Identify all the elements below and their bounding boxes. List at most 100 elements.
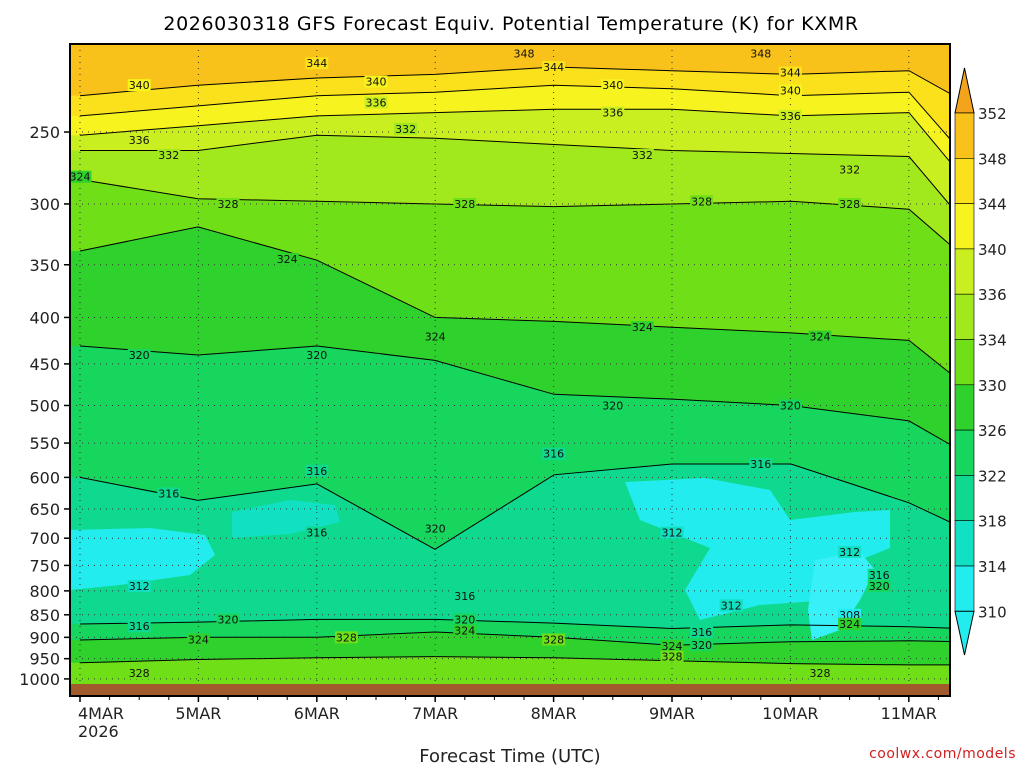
contour-label: 340 xyxy=(366,76,387,89)
contour-label-bg xyxy=(127,620,151,633)
chart-title: 2026030318 GFS Forecast Equiv. Potential… xyxy=(163,13,858,35)
colorbar-label: 352 xyxy=(978,105,1007,123)
y-tick-label: 900 xyxy=(29,628,60,647)
contour-label: 324 xyxy=(810,331,831,344)
contour-label: 340 xyxy=(602,79,623,92)
contour-label: 320 xyxy=(602,399,623,412)
contour-label: 320 xyxy=(129,349,150,362)
y-tick-label: 650 xyxy=(29,500,60,519)
x-tick-label: 4MAR xyxy=(78,704,124,723)
contour-label: 328 xyxy=(810,667,831,680)
contour-label-bg xyxy=(186,633,210,646)
contour-label-bg xyxy=(305,464,329,477)
cold-core-east xyxy=(808,552,875,640)
y-tick-label: 850 xyxy=(29,606,60,625)
contour-label-bg xyxy=(542,633,566,646)
contour-label: 324 xyxy=(277,253,298,266)
colorbar-swatch xyxy=(954,248,975,295)
x-tick-label: 9MAR xyxy=(649,704,695,723)
contour-label: 312 xyxy=(839,546,860,559)
contour-label-bg xyxy=(838,546,862,559)
x-tick-label: 8MAR xyxy=(531,704,577,723)
contour-label-bg xyxy=(778,84,802,97)
contour-label-bg xyxy=(157,487,181,500)
y-tick-label: 550 xyxy=(29,434,60,453)
contour-label: 316 xyxy=(691,626,712,639)
contour-label-bg xyxy=(690,639,714,652)
contour-label-bg xyxy=(601,399,625,412)
contour-label: 312 xyxy=(662,527,683,540)
colorbar-swatch xyxy=(954,429,975,476)
contour-label-bg xyxy=(867,579,891,592)
contour-label: 316 xyxy=(129,620,150,633)
contour-label-bg xyxy=(423,522,447,535)
contour-label-bg xyxy=(838,608,862,621)
colorbar-label: 336 xyxy=(978,286,1007,304)
y-tick-label: 250 xyxy=(29,123,60,142)
watermark: coolwx.com/models xyxy=(869,746,1016,762)
contour-label: 328 xyxy=(218,198,239,211)
contour-label: 312 xyxy=(721,599,742,612)
contour-label-bg xyxy=(216,197,240,210)
x-tick-label: 7MAR xyxy=(412,704,458,723)
cold-pocket-west xyxy=(70,528,215,590)
contour-label: 340 xyxy=(780,84,801,97)
colorbar-swatch xyxy=(954,384,975,431)
contour-label: 316 xyxy=(750,458,771,471)
contour-label: 328 xyxy=(454,198,475,211)
contour-label-bg xyxy=(275,253,299,266)
contour-label: 340 xyxy=(129,79,150,92)
colorbar-swatch xyxy=(954,339,975,386)
colorbar-label: 314 xyxy=(978,558,1007,576)
contour-label-bg xyxy=(660,526,684,539)
colorbar-swatch xyxy=(954,293,975,340)
contour-label-bg xyxy=(630,149,654,162)
contour-label-bg xyxy=(305,57,329,70)
contour-label: 324 xyxy=(425,331,446,344)
y-tick-label: 500 xyxy=(29,396,60,415)
contour-line xyxy=(80,134,950,206)
y-tick-label: 300 xyxy=(29,195,60,214)
contour-line xyxy=(79,84,950,140)
contour-label-bg xyxy=(749,458,773,471)
x-tick-label: 6MAR xyxy=(294,704,340,723)
y-tick-label: 700 xyxy=(29,529,60,548)
contour-label: 336 xyxy=(602,107,623,120)
x-tick-label: 10MAR xyxy=(762,704,818,723)
cool-blob-west xyxy=(232,500,340,538)
y-tick-label: 450 xyxy=(29,355,60,374)
colorbar-swatch xyxy=(954,520,975,567)
contour-label-bg xyxy=(453,197,477,210)
contour-label-bg xyxy=(778,109,802,122)
y-tick-label: 1000 xyxy=(19,670,60,689)
contour-label-bg xyxy=(216,613,240,626)
contour-label: 328 xyxy=(129,667,150,680)
colorbar-swatch xyxy=(954,475,975,521)
y-tick-label: 350 xyxy=(29,256,60,275)
contour-label: 332 xyxy=(395,123,416,136)
contour-label: 324 xyxy=(632,321,653,334)
contour-label-bg xyxy=(542,447,566,460)
contour-label: 332 xyxy=(839,164,860,177)
contour-label: 348 xyxy=(514,48,535,61)
contour-label: 336 xyxy=(366,97,387,110)
contour-label-bg xyxy=(364,96,388,109)
contour-label-bg xyxy=(157,149,181,162)
colorbar-swatch xyxy=(954,203,975,250)
contour-label-bg xyxy=(867,568,891,581)
y-tick-label: 750 xyxy=(29,556,60,575)
contour-labels: 324 340 336 332 320 316 312 316 328 324 320 328 324 3… xyxy=(70,47,891,680)
contour-label-bg xyxy=(127,349,151,362)
contour-label: 328 xyxy=(839,198,860,211)
x-axis: 4MAR 5MAR 6MAR 7MAR 8MAR 9MAR 10MAR 11MAR 2026 xyxy=(78,696,939,741)
colorbar-label: 322 xyxy=(978,467,1007,485)
x-tick-sublabel: 2026 xyxy=(78,722,119,741)
contour-line xyxy=(79,463,950,550)
colorbar-arrow-bottom xyxy=(954,610,975,656)
contour-label: 348 xyxy=(750,48,771,61)
y-tick-label: 800 xyxy=(29,582,60,601)
colorbar-arrow-top xyxy=(954,67,975,114)
x-tick-label: 11MAR xyxy=(881,704,937,723)
contour-label-bg xyxy=(778,399,802,412)
colorbar-swatch xyxy=(954,565,975,612)
